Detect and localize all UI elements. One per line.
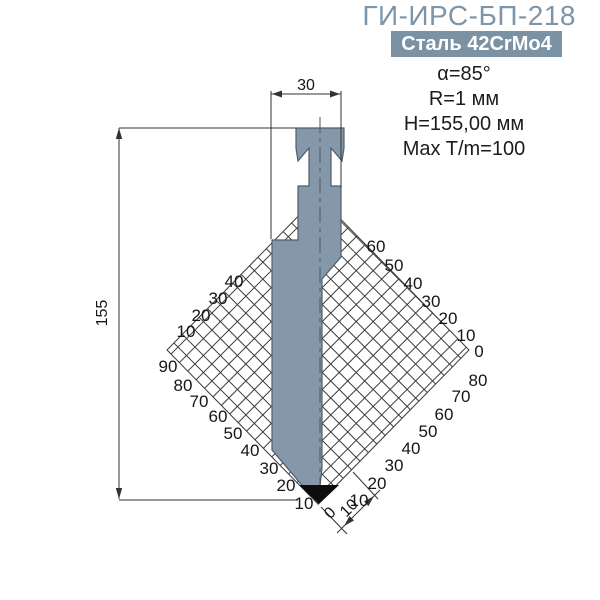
- protractor-label: 60: [435, 405, 454, 424]
- protractor-label: 30: [385, 456, 404, 475]
- protractor-label: 10: [295, 494, 314, 513]
- protractor-label: 10: [350, 491, 369, 510]
- protractor-label: 10: [457, 326, 476, 345]
- steel-grade-badge: Сталь 42CrMo4: [391, 31, 562, 57]
- height-dimension: 155: [94, 127, 298, 501]
- width-dim-label: 30: [297, 77, 315, 94]
- spec-max-load: Max T/m=100: [402, 138, 526, 160]
- protractor-label: 40: [241, 441, 260, 460]
- spec-height: H=155,00 мм: [403, 113, 525, 135]
- protractor-label: 40: [404, 274, 423, 293]
- protractor-label: 60: [209, 407, 228, 426]
- spec-list: α=85° R=1 мм H=155,00 мм Max T/m=100: [349, 62, 579, 162]
- protractor-label: 30: [209, 289, 228, 308]
- protractor-label: 50: [224, 424, 243, 443]
- width-dimension: 30: [270, 77, 342, 239]
- protractor-label: 20: [192, 306, 211, 325]
- spec-radius: R=1 мм: [428, 88, 500, 110]
- height-dim-label: 155: [94, 300, 111, 327]
- protractor-label: 20: [277, 476, 296, 495]
- punch-tip: [299, 485, 339, 504]
- protractor-label: 70: [190, 392, 209, 411]
- protractor-label: 20: [368, 474, 387, 493]
- protractor-label: 30: [260, 459, 279, 478]
- protractor-label: 40: [225, 272, 244, 291]
- protractor-label: 60: [367, 237, 386, 256]
- protractor-label: 0: [474, 342, 483, 361]
- protractor-label: 80: [174, 376, 193, 395]
- protractor-label: 70: [452, 387, 471, 406]
- protractor-label: 40: [402, 439, 421, 458]
- protractor-label: 50: [385, 256, 404, 275]
- protractor-label: 30: [422, 292, 441, 311]
- tip-dim-zero-label: 0: [321, 504, 339, 522]
- protractor-label: 20: [439, 309, 458, 328]
- protractor-label: 50: [419, 422, 438, 441]
- protractor-label: 80: [469, 371, 488, 390]
- protractor-labels: 1020304090807060504030201060504030201008…: [159, 237, 488, 513]
- protractor-label: 10: [177, 322, 196, 341]
- spec-angle: α=85°: [437, 63, 491, 85]
- page-title: ГИ-ИРС-БП-218: [362, 0, 576, 31]
- protractor-label: 90: [159, 357, 178, 376]
